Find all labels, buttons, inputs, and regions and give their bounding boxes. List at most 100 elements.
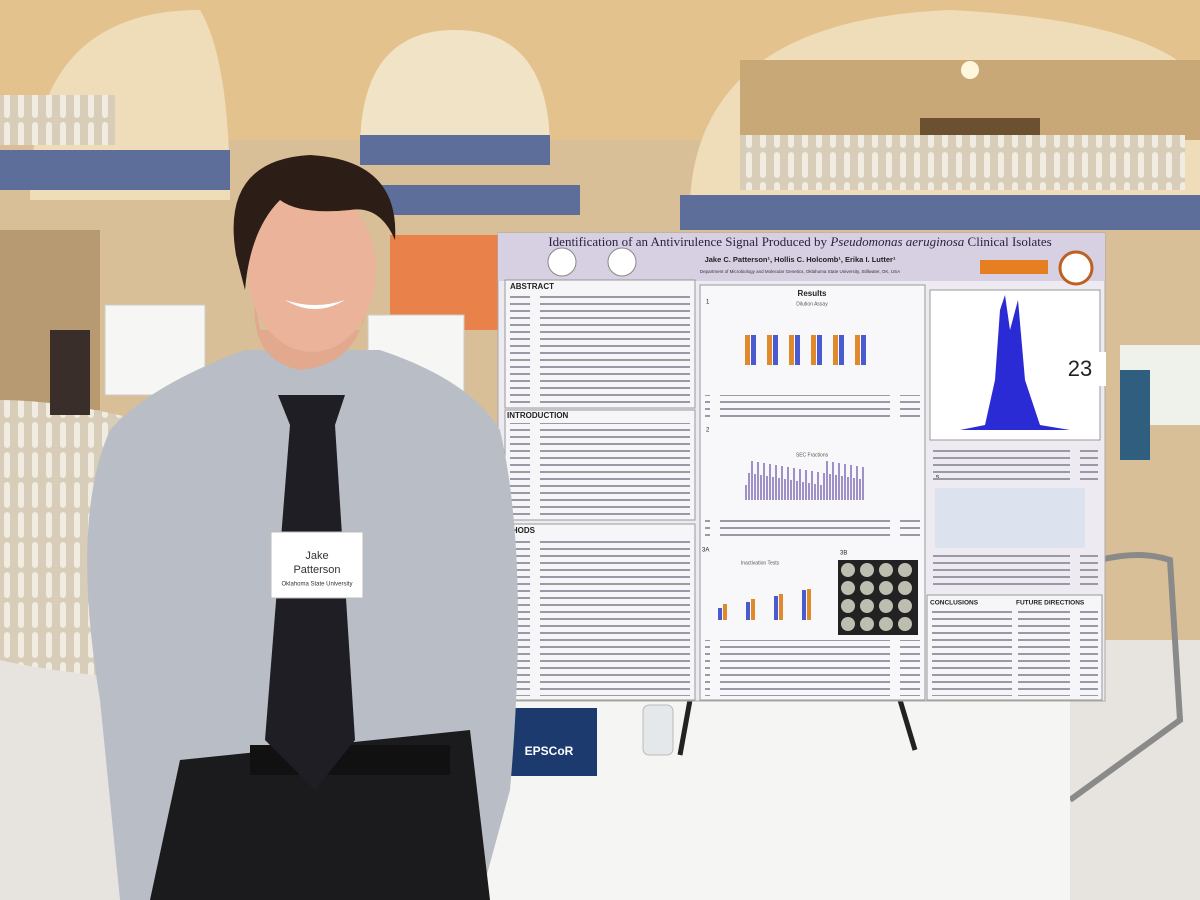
- poster-bar: [799, 469, 801, 500]
- figure-title: Inactivation Tests: [741, 560, 780, 566]
- poster-bar: [754, 474, 756, 500]
- poster-bar: [795, 335, 800, 365]
- poster-bar: [855, 335, 860, 365]
- caption: [705, 640, 920, 696]
- name-tag-line: Jake: [305, 550, 328, 562]
- name-tag-line: Patterson: [293, 564, 340, 576]
- plate: [841, 617, 855, 631]
- plate: [898, 617, 912, 631]
- poster-bar: [766, 476, 768, 500]
- plate: [841, 581, 855, 595]
- poster-bar: [784, 479, 786, 500]
- poster-bar: [787, 467, 789, 500]
- poster-bar: [789, 335, 794, 365]
- poster-bar: [832, 462, 834, 500]
- plate: [879, 599, 893, 613]
- section-heading: THODS: [507, 526, 536, 535]
- poster-bar: [779, 594, 783, 620]
- figure-number: 1: [706, 300, 710, 306]
- poster-bar: [781, 466, 783, 500]
- poster-bar: [841, 476, 843, 500]
- section-heading: ABSTRACT: [510, 282, 554, 291]
- poster-bar: [723, 604, 727, 620]
- poster-bar: [835, 475, 837, 500]
- poster-bar: [746, 602, 750, 620]
- mini-chart: [718, 335, 866, 620]
- poster-bar: [751, 335, 756, 365]
- plate: [841, 563, 855, 577]
- section-heading: FUTURE DIRECTIONS: [1016, 600, 1085, 607]
- hair: [233, 155, 396, 290]
- caption: [705, 395, 920, 417]
- figure-title: Dilution Assay: [796, 301, 828, 307]
- poster-bar: [844, 464, 846, 500]
- plate: [860, 617, 874, 631]
- poster-bar: [763, 463, 765, 500]
- plate: [879, 581, 893, 595]
- poster-bar: [826, 461, 828, 500]
- body-text: [510, 294, 690, 404]
- title-part: Pseudomonas aeruginosa: [829, 234, 964, 249]
- body-text: [932, 610, 1012, 696]
- poster-bar: [748, 473, 750, 500]
- poster-bar: [811, 471, 813, 500]
- poster-bar: [767, 335, 772, 365]
- section-heading: Results: [798, 289, 827, 298]
- plate: [879, 617, 893, 631]
- poster-bar: [838, 463, 840, 500]
- balustrade: [740, 135, 1185, 190]
- person: [50, 330, 90, 415]
- plate: [860, 563, 874, 577]
- logo: [980, 260, 1048, 274]
- poster-bar: [769, 464, 771, 500]
- poster-bar: [847, 477, 849, 500]
- poster-affiliation: Department of Microbiology and Molecular…: [700, 269, 900, 274]
- caption: [705, 515, 920, 537]
- board-number: 23: [1068, 356, 1092, 381]
- title-part: Clinical Isolates: [968, 234, 1052, 249]
- poster-bar: [839, 335, 844, 365]
- body-text: [1018, 610, 1098, 696]
- chair: [1068, 552, 1184, 803]
- poster-title: Identification of an Antivirulence Signa…: [548, 234, 1051, 249]
- poster-bar: [823, 473, 825, 500]
- poster-bar: [751, 599, 755, 620]
- title-part: Identification of an Antivirulence Signa…: [548, 234, 827, 249]
- smile: [285, 300, 345, 309]
- poster-bar: [814, 484, 816, 500]
- plate: [898, 581, 912, 595]
- poster-bar: [796, 481, 798, 500]
- poster-authors: Jake C. Patterson¹, Hollis C. Holcomb¹, …: [705, 255, 896, 264]
- histogram: [960, 295, 1070, 430]
- poster-bar: [802, 590, 806, 620]
- body-text: [510, 538, 690, 696]
- figure-number: 3B: [840, 551, 847, 557]
- plate: [860, 599, 874, 613]
- poster-bar: [773, 335, 778, 365]
- poster-bar: [861, 335, 866, 365]
- poster-bar: [833, 335, 838, 365]
- poster-bar: [853, 478, 855, 500]
- balustrade: [0, 95, 115, 145]
- table-sign: [502, 708, 597, 776]
- poster-bar: [760, 475, 762, 500]
- section-heading: INTRODUCTION: [507, 411, 569, 420]
- logo: [1058, 250, 1094, 286]
- blue-band: [380, 185, 580, 215]
- poster-bar: [807, 589, 811, 620]
- water-bottle: [642, 704, 674, 756]
- poster-bar: [829, 474, 831, 500]
- poster-bar: [817, 335, 822, 365]
- poster-bar: [859, 479, 861, 500]
- logo: [547, 247, 577, 277]
- poster-bar: [790, 480, 792, 500]
- figure-number: 2: [706, 428, 710, 434]
- plate: [898, 563, 912, 577]
- section-heading: CONCLUSIONS: [930, 600, 979, 607]
- caption: [933, 555, 1098, 590]
- person: [1120, 370, 1150, 460]
- poster-bar: [817, 472, 819, 500]
- poster-bar: [757, 462, 759, 500]
- arch: [360, 30, 550, 150]
- blue-band: [680, 195, 1200, 230]
